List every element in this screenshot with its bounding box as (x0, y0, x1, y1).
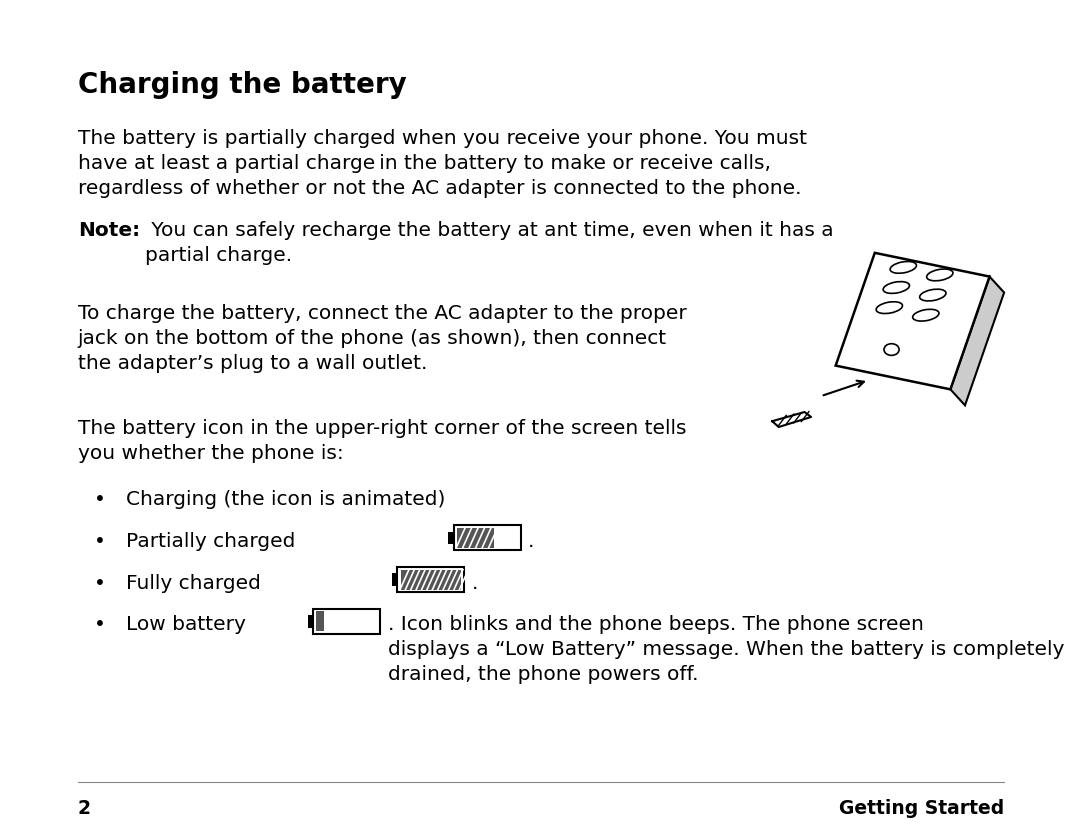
Text: . Icon blinks and the phone beeps. The phone screen
displays a “Low Battery” mes: . Icon blinks and the phone beeps. The p… (388, 615, 1064, 685)
Bar (313, 609, 380, 634)
Bar (454, 525, 521, 550)
Text: •: • (94, 490, 106, 510)
Bar (448, 532, 454, 545)
Text: The battery is partially charged when you receive your phone. You must
have at l: The battery is partially charged when yo… (78, 129, 807, 198)
Text: Note:: Note: (78, 221, 140, 240)
Bar (397, 567, 464, 592)
Text: To charge the battery, connect the AC adapter to the proper
jack on the bottom o: To charge the battery, connect the AC ad… (78, 304, 687, 374)
Polygon shape (950, 277, 1004, 405)
Bar (316, 611, 324, 631)
Bar (401, 570, 461, 590)
Text: The battery icon in the upper-right corner of the screen tells
you whether the p: The battery icon in the upper-right corn… (78, 419, 686, 463)
Text: Charging (the icon is animated): Charging (the icon is animated) (126, 490, 446, 510)
Text: •: • (94, 532, 106, 551)
Text: Fully charged: Fully charged (126, 574, 261, 593)
Text: .: . (528, 532, 535, 551)
Text: .: . (472, 574, 478, 593)
Bar (392, 574, 397, 586)
Text: Partially charged: Partially charged (126, 532, 296, 551)
Text: •: • (94, 574, 106, 593)
Text: You can safely recharge the battery at ant time, even when it has a
partial char: You can safely recharge the battery at a… (145, 221, 834, 265)
Text: Getting Started: Getting Started (839, 799, 1004, 818)
Bar (457, 528, 494, 548)
Text: Low battery: Low battery (126, 615, 246, 635)
Bar (308, 615, 313, 628)
Text: Charging the battery: Charging the battery (78, 71, 406, 99)
Text: 2: 2 (78, 799, 91, 818)
Text: •: • (94, 615, 106, 635)
Polygon shape (836, 253, 989, 389)
